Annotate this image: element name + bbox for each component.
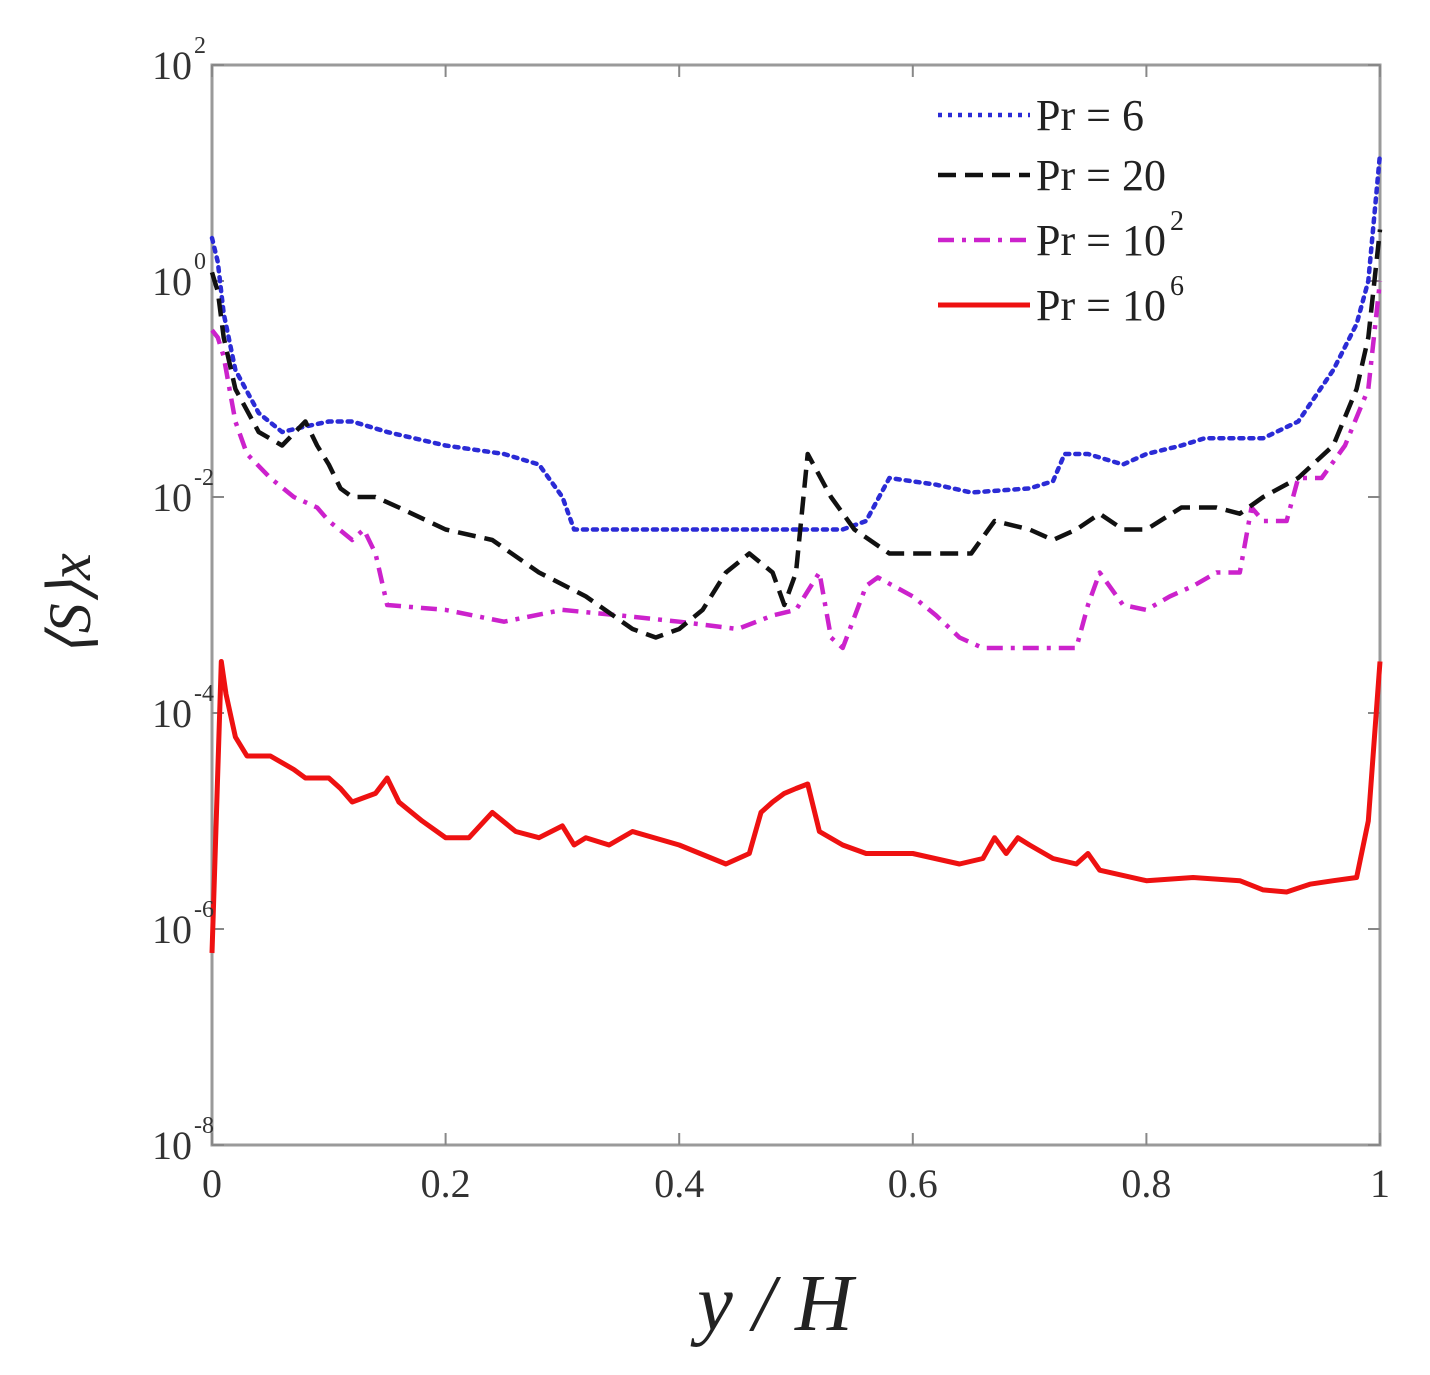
y-tick-label-5: 10 2 — [152, 33, 206, 88]
legend-item-2: Pr = 10 2 — [938, 206, 1184, 265]
legend-label-exp: 2 — [1170, 206, 1184, 237]
y-tick-exp: -6 — [194, 897, 214, 923]
legend-item-3: Pr = 10 6 — [938, 271, 1184, 330]
y-tick-base: 10 — [152, 259, 192, 304]
legend-item-1: Pr = 20 — [938, 151, 1166, 200]
legend-label: Pr = 10 — [1036, 216, 1166, 265]
x-tick-label-4: 0.8 — [1121, 1161, 1171, 1206]
y-tick-base: 10 — [152, 43, 192, 88]
legend-label: Pr = 20 — [1036, 151, 1166, 200]
legend-label: Pr = 6 — [1036, 91, 1144, 140]
x-tick-label-3: 0.6 — [888, 1161, 938, 1206]
y-tick-exp: -8 — [194, 1113, 214, 1139]
y-tick-base: 10 — [152, 1123, 192, 1168]
y-axis-label: ⟨S⟩x — [37, 553, 103, 657]
y-tick-exp: -2 — [194, 465, 214, 491]
y-tick-label-2: 10 -4 — [152, 681, 214, 736]
y-tick-label-3: 10 -2 — [152, 465, 214, 520]
x-tick-labels: 0 0.2 0.4 0.6 0.8 1 — [202, 1161, 1390, 1206]
y-tick-label-4: 10 0 — [152, 249, 206, 304]
series-layer — [209, 151, 1383, 954]
x-tick-label-2: 0.4 — [654, 1161, 704, 1206]
x-tick-label-5: 1 — [1370, 1161, 1390, 1206]
series-line-3 — [209, 659, 1383, 954]
y-tick-label-0: 10 -8 — [152, 1113, 214, 1168]
x-axis-label: y / H — [690, 1260, 857, 1348]
y-tick-base: 10 — [152, 475, 192, 520]
y-tick-exp: -4 — [194, 681, 214, 707]
y-tick-label-1: 10 -6 — [152, 897, 214, 952]
y-tick-base: 10 — [152, 907, 192, 952]
y-tick-exp: 2 — [194, 33, 206, 59]
legend-label-exp: 6 — [1170, 271, 1184, 302]
y-tick-base: 10 — [152, 691, 192, 736]
series-line-1 — [209, 229, 1383, 640]
legend-label: Pr = 10 — [1036, 281, 1166, 330]
legend-item-0: Pr = 6 — [938, 91, 1144, 140]
series-line-2 — [210, 280, 1383, 651]
y-tick-exp: 0 — [194, 249, 206, 275]
plot-frame — [210, 63, 1382, 1147]
x-tick-label-1: 0.2 — [421, 1161, 471, 1206]
x-tick-label-0: 0 — [202, 1161, 222, 1206]
